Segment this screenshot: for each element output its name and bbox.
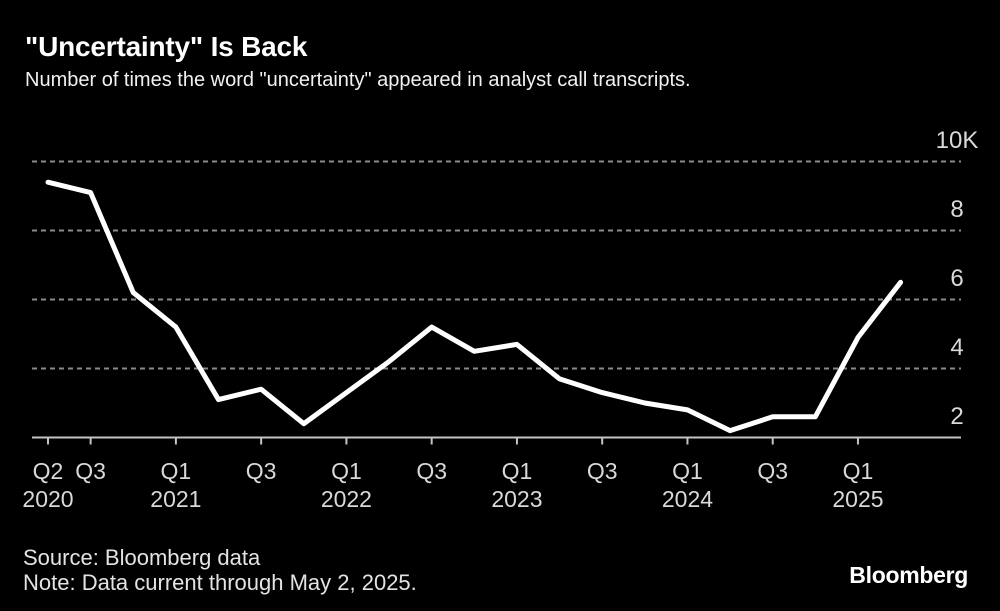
- x-tick-label: Q1: [843, 458, 874, 484]
- x-tick-label: Q3: [75, 458, 106, 484]
- x-tick-label: Q1: [502, 458, 533, 484]
- y-tick-label: 10K: [936, 127, 979, 154]
- x-year-label: 2020: [22, 486, 73, 512]
- y-tick-label: 4: [950, 334, 963, 361]
- note-line: Note: Data current through May 2, 2025.: [23, 570, 417, 595]
- x-tick-label: Q3: [757, 458, 788, 484]
- bloomberg-logo: Bloomberg: [849, 562, 968, 588]
- x-year-label: 2023: [491, 486, 542, 512]
- x-tick-label: Q1: [161, 458, 192, 484]
- chart-subtitle: Number of times the word "uncertainty" a…: [25, 69, 691, 91]
- source-line: Source: Bloomberg data: [23, 545, 261, 570]
- x-year-label: 2024: [662, 486, 713, 512]
- y-tick-label: 8: [950, 196, 963, 223]
- x-tick-label: Q2: [33, 458, 64, 484]
- y-tick-label: 2: [950, 403, 963, 430]
- footnote-block: Source: Bloomberg data Note: Data curren…: [23, 545, 417, 595]
- x-tick-label: Q1: [331, 458, 362, 484]
- x-year-label: 2025: [832, 486, 883, 512]
- x-tick-label: Q3: [587, 458, 618, 484]
- x-year-label: 2021: [150, 486, 201, 512]
- x-tick-label: Q3: [246, 458, 277, 484]
- y-tick-label: 6: [950, 265, 963, 292]
- x-year-label: 2022: [321, 486, 372, 512]
- uncertainty-line-series: [45, 179, 904, 434]
- x-tick-label: Q3: [416, 458, 447, 484]
- chart-title: "Uncertainty" Is Back: [25, 31, 308, 62]
- uncertainty-line-chart: 10K 8 6 4 2 Q2 Q3 Q1 Q3 Q1 Q3 Q1 Q3 Q1 Q3 Q1 2020 2021 202…: [22, 127, 979, 512]
- x-tick-label: Q1: [672, 458, 703, 484]
